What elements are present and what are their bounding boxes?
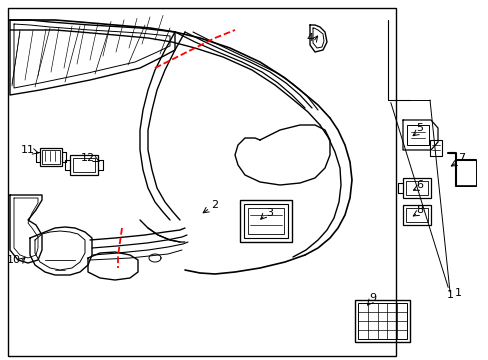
- Bar: [357, 303, 406, 339]
- Text: 9: 9: [368, 293, 376, 303]
- Bar: [402, 205, 430, 225]
- Bar: [40, 148, 62, 166]
- Bar: [405, 208, 427, 222]
- Bar: [73, 158, 95, 172]
- Text: 8: 8: [416, 205, 423, 215]
- Bar: [240, 200, 291, 242]
- Text: 1: 1: [446, 290, 452, 300]
- Bar: [247, 208, 284, 234]
- Bar: [429, 140, 441, 156]
- Bar: [42, 150, 60, 164]
- Bar: [354, 300, 409, 342]
- Text: 2: 2: [211, 200, 218, 210]
- Text: 5: 5: [416, 123, 423, 133]
- Bar: [406, 125, 428, 145]
- Text: 6: 6: [416, 180, 423, 190]
- Text: 12: 12: [81, 153, 95, 163]
- Bar: [8, 8, 395, 356]
- Text: 11: 11: [21, 145, 35, 155]
- Bar: [405, 181, 427, 195]
- Text: 10: 10: [7, 255, 21, 265]
- Bar: [70, 155, 98, 175]
- Bar: [402, 178, 430, 198]
- Text: 3: 3: [266, 208, 273, 218]
- Text: 1: 1: [453, 288, 461, 298]
- Text: 4: 4: [306, 33, 313, 43]
- Text: 7: 7: [458, 153, 465, 163]
- Bar: [455, 160, 475, 186]
- Bar: [244, 204, 287, 238]
